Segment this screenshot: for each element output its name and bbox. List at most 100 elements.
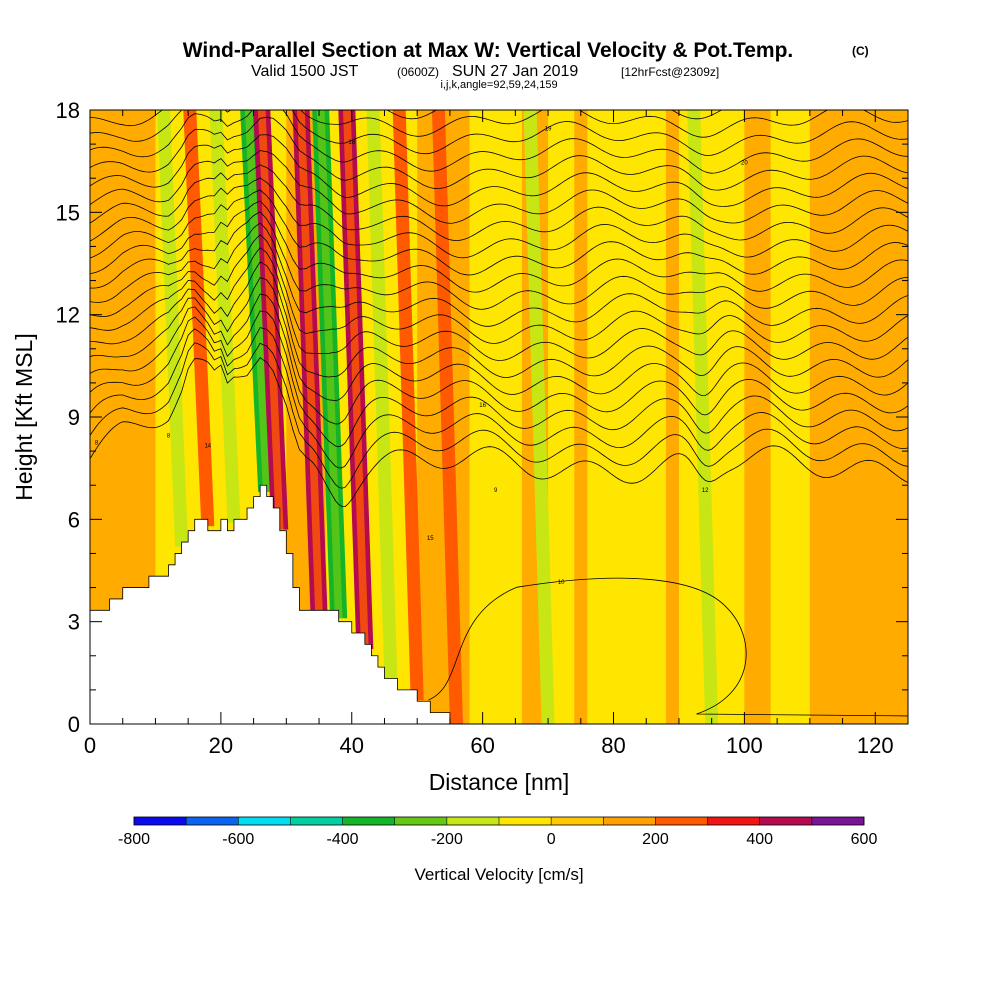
theta-contour-3 — [90, 310, 908, 448]
velocity-band-7 — [809, 110, 908, 724]
colorbar-segment-6 — [446, 817, 499, 825]
theta-contour-10 — [90, 211, 908, 310]
velocity-streak-1 — [183, 110, 215, 527]
colorbar-tick-label-0: -800 — [118, 831, 150, 848]
plot-area: 8 8 9 10 12 14 15 16 18 19 20 — [90, 110, 908, 724]
velocity-streak-8 — [366, 110, 398, 684]
colorbar-segment-12 — [759, 817, 812, 825]
colorbar-segment-7 — [499, 817, 552, 825]
velocity-core-4 — [257, 110, 284, 530]
x-axis: 0 20 40 60 80 100 120 — [84, 110, 909, 758]
contour-label-8: 18 — [348, 140, 355, 146]
contour-label-10: 20 — [741, 161, 748, 167]
contour-label-4: 12 — [702, 488, 709, 494]
colorbar-segment-10 — [655, 817, 708, 825]
valid-time: Valid 1500 JST — [251, 63, 359, 80]
y-axis: 0 3 6 9 12 15 18 — [56, 98, 908, 737]
velocity-band-6 — [744, 110, 771, 724]
y-tick-label-5: 15 — [56, 200, 80, 225]
contour-label-1: 8 — [167, 433, 171, 439]
colorbar-segment-8 — [551, 817, 604, 825]
colorbar-segment-9 — [603, 817, 656, 825]
potential-temperature-contours — [90, 110, 908, 717]
x-axis-label: Distance [nm] — [429, 769, 570, 795]
colorbar-tick-label-6: 400 — [746, 831, 773, 848]
colorbar-tick-label-4: 0 — [547, 831, 556, 848]
velocity-core-5 — [297, 110, 323, 615]
colorbar-segment-0 — [134, 817, 187, 825]
theta-contour-1 — [90, 342, 908, 489]
theta-contour-7 — [90, 247, 908, 361]
colorbar-tick-label-7: 600 — [851, 831, 878, 848]
contour-label-group: 8 8 9 10 12 14 15 16 18 19 20 — [95, 126, 749, 586]
theta-contour-4 — [90, 293, 908, 425]
theta-contour-20 — [90, 110, 908, 138]
colorbar-segment-11 — [707, 817, 760, 825]
y-tick-label-2: 6 — [68, 507, 80, 532]
velocity-streak-10 — [431, 110, 463, 724]
y-tick-label-3: 9 — [68, 405, 80, 430]
theta-contour-5 — [90, 277, 908, 402]
colorbar: -800 -600 -400 -200 0 200 400 600 — [118, 816, 878, 848]
theta-contour-9 — [90, 222, 908, 327]
velocity-streak-9 — [392, 110, 424, 701]
colorbar-segment-2 — [238, 817, 291, 825]
theta-contour-18 — [90, 110, 908, 174]
velocity-core-6 — [316, 110, 343, 619]
forecast-info: [12hrFcst@2309z] — [621, 65, 719, 79]
x-tick-label-5: 100 — [726, 733, 763, 758]
theta-contour-14 — [90, 164, 908, 241]
velocity-streak-11 — [523, 110, 555, 724]
velocity-streak-0 — [157, 110, 189, 547]
colorbar-label: Vertical Velocity [cm/s] — [414, 865, 583, 884]
x-tick-label-4: 80 — [601, 733, 625, 758]
theta-contour-16 — [90, 134, 908, 207]
x-tick-label-1: 20 — [209, 733, 233, 758]
vertical-velocity-field — [90, 110, 908, 724]
colorbar-tick-label-5: 200 — [642, 831, 669, 848]
theta-contour-13 — [90, 177, 908, 259]
velocity-band-4 — [574, 110, 588, 724]
x-tick-label-2: 40 — [340, 733, 364, 758]
contour-label-5: 14 — [204, 444, 211, 450]
contour-label-9: 19 — [545, 126, 552, 132]
x-tick-label-3: 60 — [470, 733, 494, 758]
valid-date: SUN 27 Jan 2019 — [452, 63, 578, 80]
colorbar-segment-1 — [186, 817, 239, 825]
y-tick-label-6: 18 — [56, 98, 80, 123]
velocity-band-5 — [665, 110, 679, 724]
contour-label-6: 15 — [427, 536, 434, 542]
colorbar-tick-label-1: -600 — [222, 831, 254, 848]
colorbar-segment-5 — [394, 817, 447, 825]
velocity-streak-12 — [687, 110, 719, 724]
theta-contour-11 — [90, 200, 908, 293]
colorbar-segment-3 — [290, 817, 343, 825]
y-tick-label-4: 12 — [56, 303, 80, 328]
colorbar-tick-label-3: -200 — [431, 831, 463, 848]
y-tick-label-1: 3 — [68, 610, 80, 635]
theta-contour-19 — [90, 110, 908, 156]
terrain-mask — [90, 484, 490, 724]
y-axis-label: Height [Kft MSL] — [11, 333, 37, 500]
colorbar-segment-13 — [811, 817, 864, 825]
x-tick-label-0: 0 — [84, 733, 96, 758]
x-tick-label-6: 120 — [857, 733, 894, 758]
theta-contour-0 — [90, 357, 908, 508]
valid-utc: (0600Z) — [397, 65, 439, 79]
theta-contour-2 — [90, 327, 908, 469]
contour-label-0: 8 — [95, 440, 99, 446]
chart-title: Wind-Parallel Section at Max W: Vertical… — [183, 39, 794, 62]
theta-contour-12 — [90, 189, 908, 276]
theta-contour-closed — [428, 577, 908, 717]
theta-contour-17 — [90, 116, 908, 191]
contour-label-7: 16 — [479, 403, 486, 409]
colorbar-segment-4 — [342, 817, 395, 825]
chart-subtitle: Valid 1500 JST (0600Z) SUN 27 Jan 2019 [… — [251, 63, 719, 80]
theta-contour-15 — [90, 150, 908, 224]
section-indices: i,j,k,angle=92,59,24,159 — [440, 79, 557, 91]
copyright-mark: (C) — [852, 44, 869, 58]
terrain-profile — [90, 484, 490, 724]
colorbar-tick-label-2: -400 — [327, 831, 359, 848]
theta-contour-6 — [90, 261, 908, 378]
